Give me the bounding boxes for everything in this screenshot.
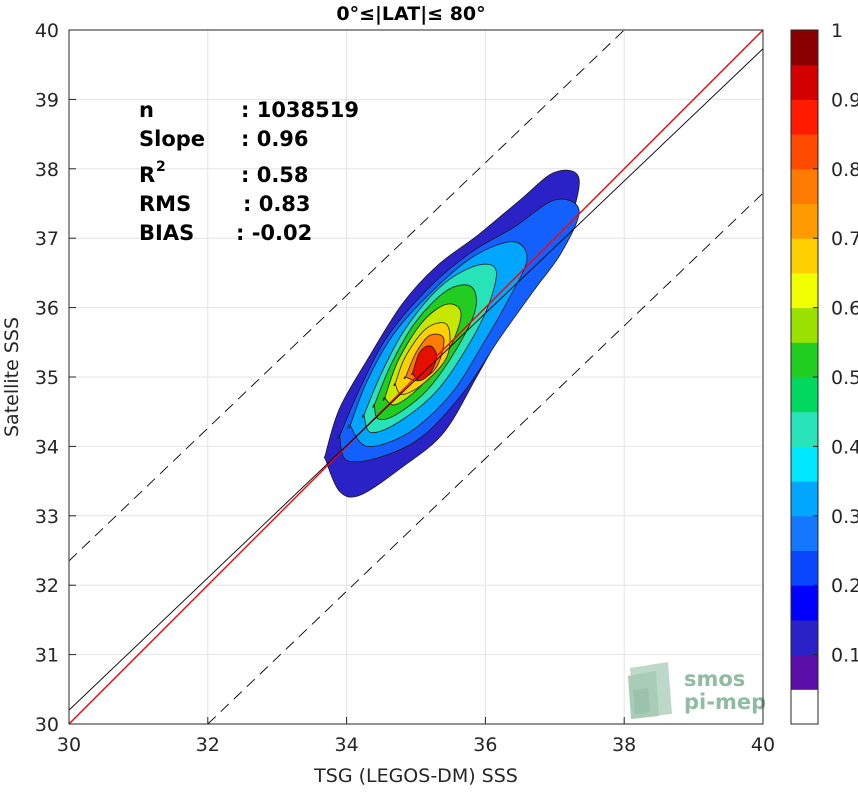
stat-value-r: : 0.58 [241, 163, 309, 187]
x-tick-label: 40 [751, 734, 775, 756]
stat-key-superscript: 2 [156, 159, 166, 175]
stat-value-bias: : -0.02 [236, 221, 312, 245]
y-tick-label: 35 [35, 367, 59, 389]
watermark-line2: pi-mep [684, 690, 766, 714]
y-tick-label: 30 [35, 714, 59, 736]
colorbar-segment [791, 30, 818, 66]
lower-bound-line [207, 192, 763, 724]
colorbar-segment [791, 377, 818, 413]
colorbar-segment [791, 481, 818, 517]
colorbar-segment [791, 168, 818, 204]
y-tick-label: 40 [35, 20, 59, 42]
colorbar: 0.1 0.2 0.3 0.4 0.5 0.6 0.7 0.8 0.9 1 [790, 20, 858, 725]
colorbar-segment [791, 550, 818, 586]
identity-line [69, 30, 763, 724]
y-tick-label: 36 [35, 298, 59, 320]
smos-pimep-logo: smos pi-mep [628, 662, 766, 719]
colorbar-segment [791, 515, 818, 551]
colorbar-segment [791, 342, 818, 378]
upper-bound-line [69, 30, 625, 562]
y-tick-label: 34 [35, 436, 59, 458]
colorbar-segment [791, 203, 818, 239]
colorbar-segment [791, 134, 818, 170]
fit-line [69, 48, 763, 711]
colorbar-tick-label: 0.7 [831, 228, 858, 250]
y-tick-label: 33 [35, 506, 59, 528]
colorbar-segment [791, 585, 818, 621]
reference-lines [69, 30, 763, 724]
x-tick-label: 32 [196, 734, 220, 756]
colorbar-tick-label: 1 [831, 20, 843, 42]
colorbar-segment [791, 307, 818, 343]
stat-key-r: R [139, 163, 155, 187]
stat-value-slope: : 0.96 [241, 127, 309, 151]
colorbar-tick-label: 0.5 [831, 367, 858, 389]
colorbar-segment [791, 689, 818, 725]
colorbar-segment [791, 99, 818, 135]
y-tick-label: 39 [35, 89, 59, 111]
colorbar-segment [791, 238, 818, 274]
colorbar-tick-label: 0.2 [831, 575, 858, 597]
axis-ticks: 30 32 34 36 38 40 30 31 32 33 34 35 36 37 38 39 40 [35, 20, 775, 756]
colorbar-tick-label: 0.4 [831, 436, 858, 458]
colorbar-tick-label: 0.1 [831, 645, 858, 667]
x-tick-label: 34 [335, 734, 359, 756]
stat-value-n: : 1038519 [241, 98, 359, 122]
y-tick-label: 37 [35, 228, 59, 250]
x-tick-label: 30 [57, 734, 81, 756]
colorbar-segment [791, 64, 818, 100]
colorbar-segment [791, 411, 818, 447]
watermark-line1: smos [684, 667, 745, 691]
colorbar-tick-label: 0.3 [831, 506, 858, 528]
colorbar-tick-label: 0.9 [831, 89, 858, 111]
colorbar-tick-label: 0.8 [831, 159, 858, 181]
colorbar-segment [791, 446, 818, 482]
stat-key-bias: BIAS [139, 221, 194, 245]
x-tick-label: 36 [473, 734, 497, 756]
x-axis-label: TSG (LEGOS-DM) SSS [313, 765, 518, 787]
colorbar-segment [791, 654, 818, 690]
stat-value-rms: : 0.83 [243, 192, 311, 216]
y-axis-label: Satellite SSS [1, 317, 23, 437]
colorbar-tick-label: 0.6 [831, 298, 858, 320]
stats-annotation: n : 1038519 Slope : 0.96 R 2 : 0.58 RMS : 0.83 BI… [139, 98, 359, 245]
density-contour-level-9 [411, 345, 438, 381]
y-tick-label: 38 [35, 159, 59, 181]
stat-key-slope: Slope [139, 127, 205, 151]
chart-title: 0°≤|LAT|≤ 80° [336, 3, 485, 25]
y-tick-label: 32 [35, 575, 59, 597]
watermark-map-icon [628, 662, 672, 719]
stat-key-n: n [139, 98, 154, 122]
colorbar-segment [791, 272, 818, 309]
y-tick-label: 31 [35, 645, 59, 667]
colorbar-segment [791, 619, 818, 656]
stat-key-rms: RMS [139, 192, 191, 216]
x-tick-label: 38 [612, 734, 636, 756]
